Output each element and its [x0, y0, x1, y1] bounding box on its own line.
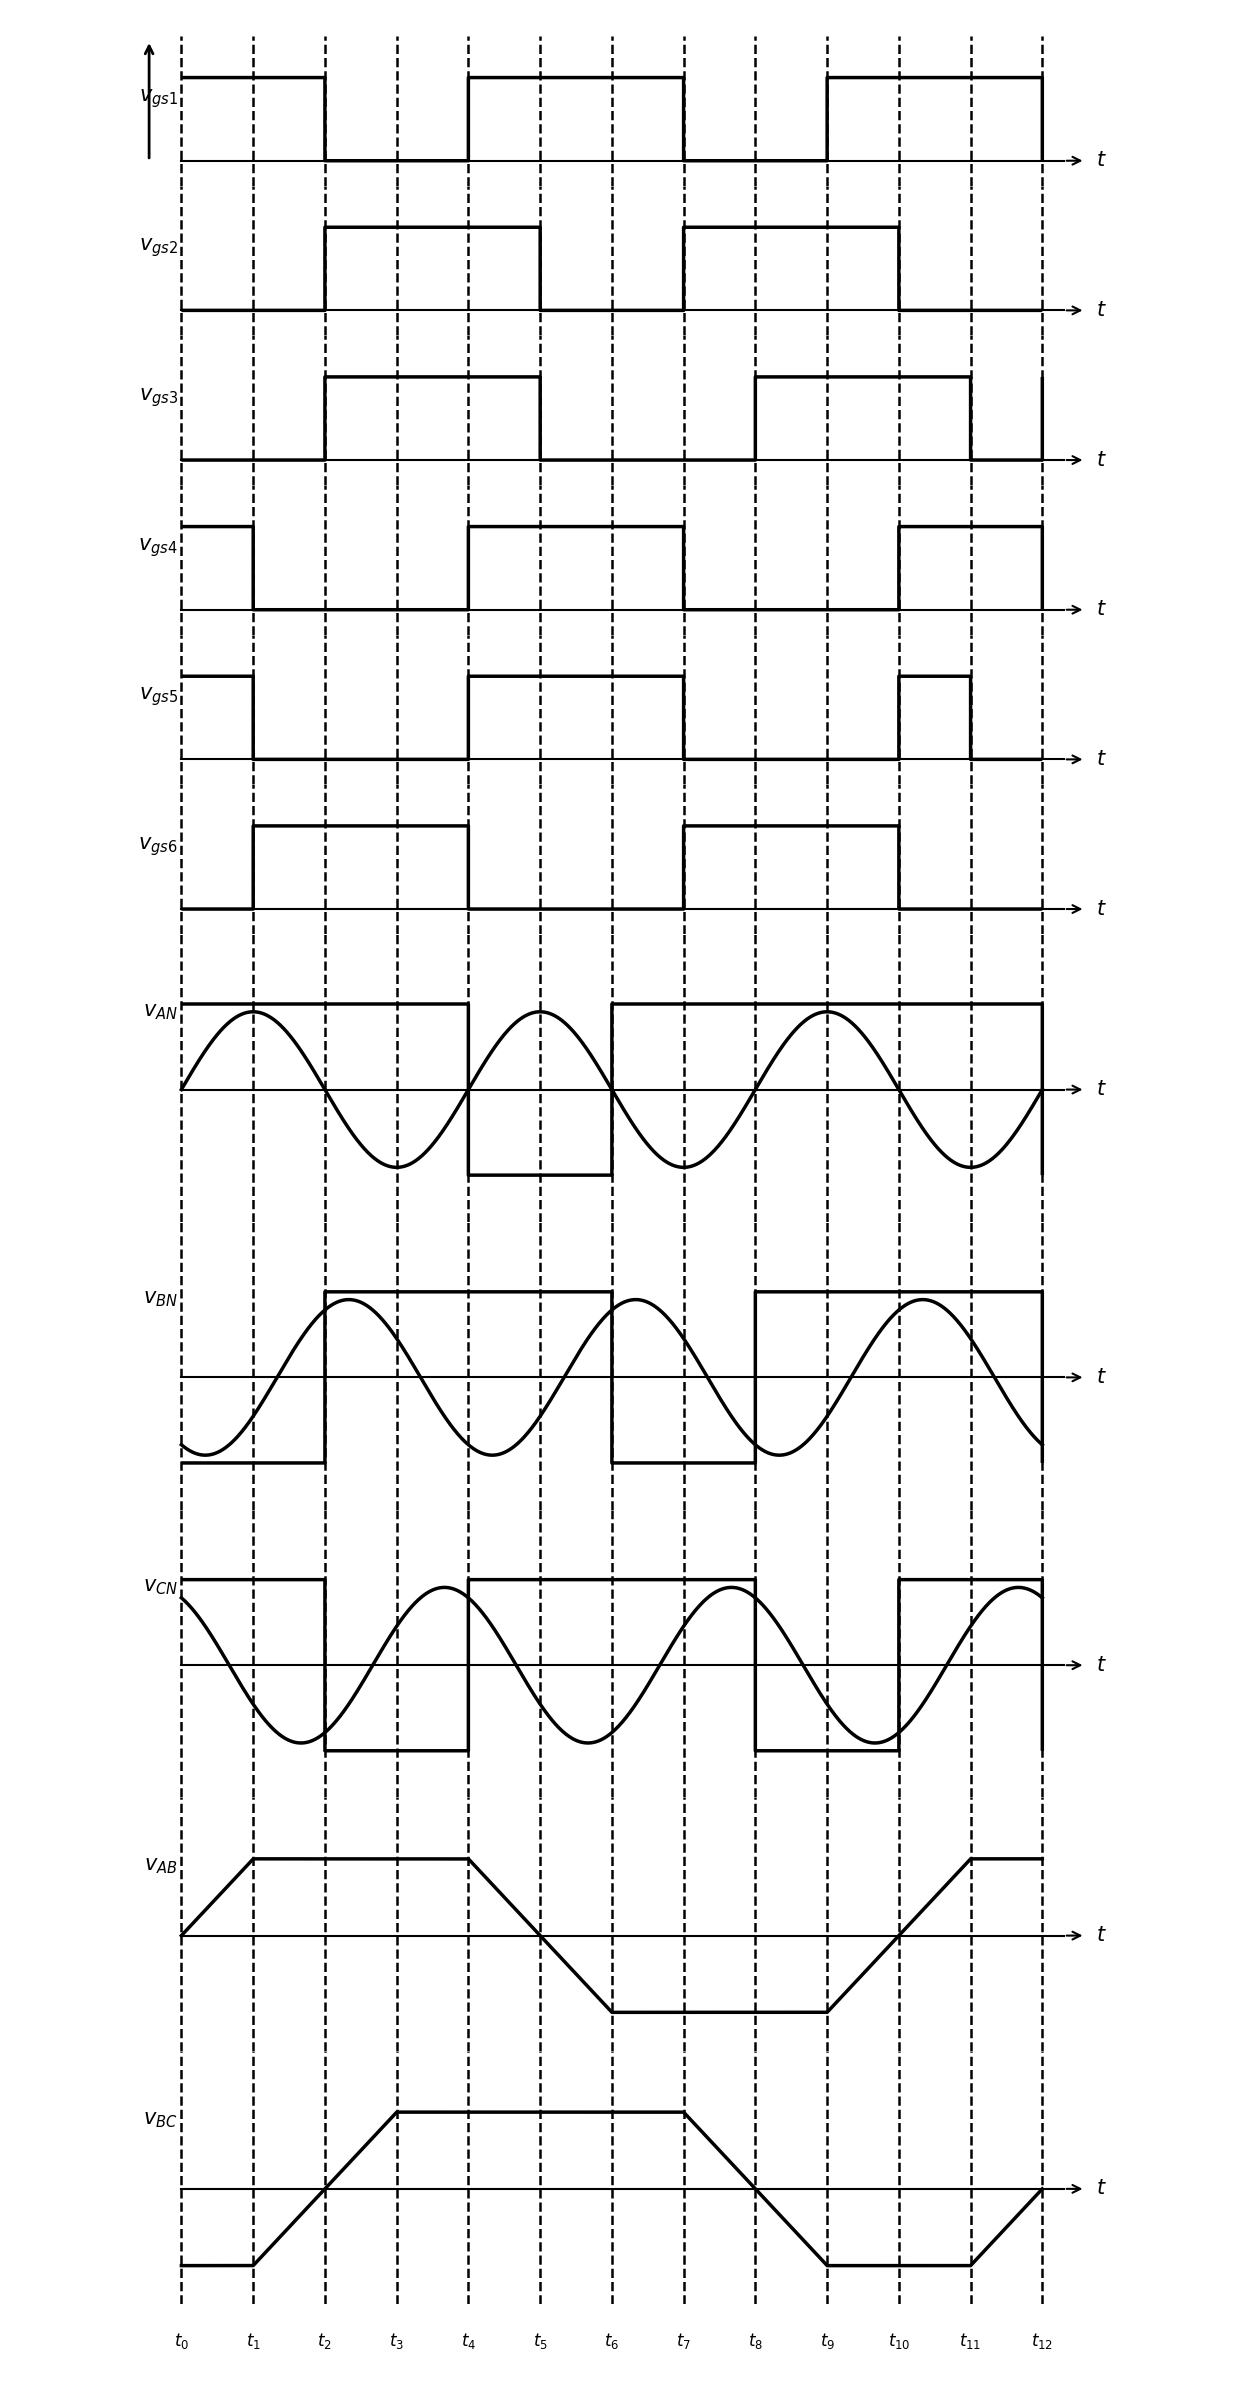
Text: $t$: $t$	[1096, 1080, 1107, 1099]
Text: $t$: $t$	[1096, 151, 1107, 170]
Text: $t_{10}$: $t_{10}$	[888, 2330, 910, 2352]
Text: $v_{BN}$: $v_{BN}$	[143, 1289, 177, 1310]
Text: $t$: $t$	[1096, 600, 1107, 619]
Text: $v_{AB}$: $v_{AB}$	[144, 1858, 177, 1877]
Text: $t$: $t$	[1096, 749, 1107, 768]
Text: $v_{CN}$: $v_{CN}$	[143, 1577, 177, 1598]
Text: $v_{gs5}$: $v_{gs5}$	[139, 686, 177, 708]
Text: $t_8$: $t_8$	[748, 2330, 763, 2352]
Text: $t_{11}$: $t_{11}$	[960, 2330, 982, 2352]
Text: $t$: $t$	[1096, 300, 1107, 319]
Text: $t$: $t$	[1096, 451, 1107, 470]
Text: $v_{gs2}$: $v_{gs2}$	[139, 238, 177, 259]
Text: $t$: $t$	[1096, 1656, 1107, 1675]
Text: $v_{gs6}$: $v_{gs6}$	[138, 835, 177, 859]
Text: $t_1$: $t_1$	[246, 2330, 260, 2352]
Text: $t_6$: $t_6$	[604, 2330, 620, 2352]
Text: $t_{12}$: $t_{12}$	[1032, 2330, 1054, 2352]
Text: $t$: $t$	[1096, 900, 1107, 919]
Text: $t_5$: $t_5$	[533, 2330, 548, 2352]
Text: $t$: $t$	[1096, 1927, 1107, 1944]
Text: $v_{gs1}$: $v_{gs1}$	[139, 86, 177, 110]
Text: $t_0$: $t_0$	[174, 2330, 188, 2352]
Text: $t_9$: $t_9$	[820, 2330, 835, 2352]
Text: $v_{AN}$: $v_{AN}$	[143, 1001, 177, 1022]
Text: $t_7$: $t_7$	[676, 2330, 691, 2352]
Text: $v_{gs4}$: $v_{gs4}$	[138, 535, 177, 559]
Text: $t_4$: $t_4$	[461, 2330, 476, 2352]
Text: $t$: $t$	[1096, 2179, 1107, 2198]
Text: $t_3$: $t_3$	[389, 2330, 404, 2352]
Text: $t$: $t$	[1096, 1368, 1107, 1387]
Text: $v_{gs3}$: $v_{gs3}$	[139, 386, 177, 408]
Text: $t_2$: $t_2$	[317, 2330, 332, 2352]
Text: $v_{BC}$: $v_{BC}$	[144, 2110, 177, 2129]
